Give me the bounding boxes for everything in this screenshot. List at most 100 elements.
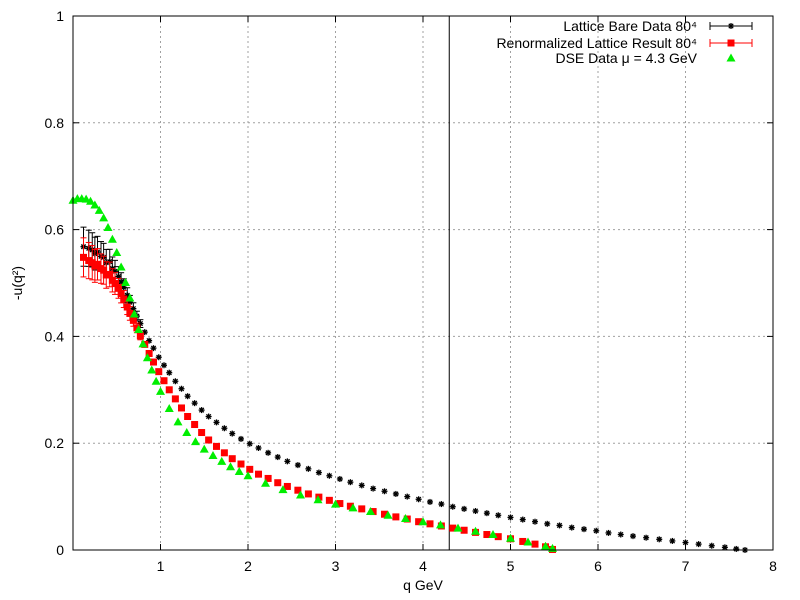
data-point	[531, 540, 539, 548]
data-point	[381, 510, 388, 518]
data-point	[129, 316, 137, 324]
data-point	[523, 537, 533, 546]
data-point	[217, 456, 227, 465]
data-point	[246, 440, 253, 447]
y-tick-label: 1	[56, 8, 64, 24]
data-point	[261, 478, 270, 487]
data-point	[278, 485, 288, 494]
data-point	[544, 520, 551, 527]
data-point	[234, 467, 244, 476]
data-point	[228, 455, 236, 463]
data-point	[326, 472, 333, 479]
data-point	[483, 510, 490, 517]
data-point	[264, 474, 272, 482]
data-point	[100, 266, 108, 274]
data-point	[605, 529, 612, 536]
y-tick-label: 0	[56, 542, 64, 558]
data-point	[160, 377, 168, 385]
data-point	[198, 407, 205, 414]
data-point	[438, 501, 445, 508]
data-point	[147, 365, 157, 374]
legend-marker	[727, 39, 735, 47]
data-point	[120, 295, 128, 303]
data-point	[593, 527, 600, 534]
data-point	[150, 345, 157, 352]
legend-label: DSE Data μ = 4.3 GeV	[555, 50, 697, 66]
data-point	[541, 541, 550, 550]
data-point	[426, 520, 434, 528]
data-point	[507, 514, 514, 521]
x-tick-label: 3	[332, 558, 340, 574]
data-point	[325, 496, 333, 504]
data-point	[107, 234, 117, 243]
data-point	[243, 471, 253, 480]
data-point	[145, 349, 153, 357]
data-point	[184, 413, 192, 420]
data-point	[205, 436, 213, 444]
data-point	[129, 309, 139, 318]
data-point	[111, 280, 119, 288]
data-point	[191, 437, 200, 446]
legend-label: Lattice Bare Data 80⁴	[563, 18, 697, 34]
data-point	[90, 200, 100, 209]
data-point	[532, 518, 538, 525]
data-point	[199, 444, 209, 453]
data-point	[166, 369, 173, 376]
x-tick-label: 5	[507, 558, 515, 574]
data-point	[173, 417, 183, 426]
data-point	[246, 465, 254, 473]
data-point	[112, 248, 122, 257]
x-tick-label: 7	[682, 558, 690, 574]
data-point	[283, 482, 291, 490]
data-point	[208, 450, 218, 459]
data-point	[184, 393, 191, 400]
x-tick-label: 8	[769, 558, 777, 574]
data-point	[274, 454, 281, 461]
data-point	[265, 449, 272, 456]
data-point	[171, 395, 179, 403]
series-layer	[68, 194, 748, 553]
data-point	[178, 404, 185, 412]
data-point	[370, 485, 377, 492]
x-tick-label: 2	[244, 558, 252, 574]
data-point	[296, 490, 305, 499]
data-point	[331, 499, 340, 508]
data-point	[164, 403, 174, 412]
data-point	[255, 470, 262, 478]
data-point	[358, 482, 365, 489]
data-point	[643, 534, 650, 541]
data-point	[472, 508, 479, 515]
data-point	[213, 442, 220, 450]
data-point	[138, 339, 148, 348]
x-tick-label: 1	[157, 558, 165, 574]
x-axis-label: q GeV	[403, 577, 443, 593]
data-point	[383, 510, 393, 519]
data-point	[347, 479, 354, 486]
data-point	[556, 522, 563, 529]
data-point	[229, 430, 236, 437]
data-point	[94, 260, 101, 268]
data-point	[165, 386, 173, 394]
data-point	[198, 429, 206, 437]
data-point	[103, 222, 113, 231]
data-point	[313, 495, 323, 504]
data-point	[695, 541, 702, 548]
data-point	[294, 462, 301, 469]
data-point	[133, 324, 141, 332]
data-point	[449, 503, 456, 510]
data-point	[117, 290, 125, 298]
data-point	[284, 458, 291, 465]
data-point	[348, 503, 358, 512]
data-point	[80, 253, 87, 261]
data-point	[238, 435, 244, 442]
data-point	[366, 507, 375, 516]
data-point	[381, 488, 388, 495]
data-point	[116, 262, 126, 271]
data-point	[255, 445, 262, 452]
x-tick-label: 4	[419, 558, 427, 574]
data-point	[336, 500, 344, 508]
data-point	[436, 520, 445, 529]
data-point	[495, 512, 502, 519]
data-point	[449, 524, 457, 532]
